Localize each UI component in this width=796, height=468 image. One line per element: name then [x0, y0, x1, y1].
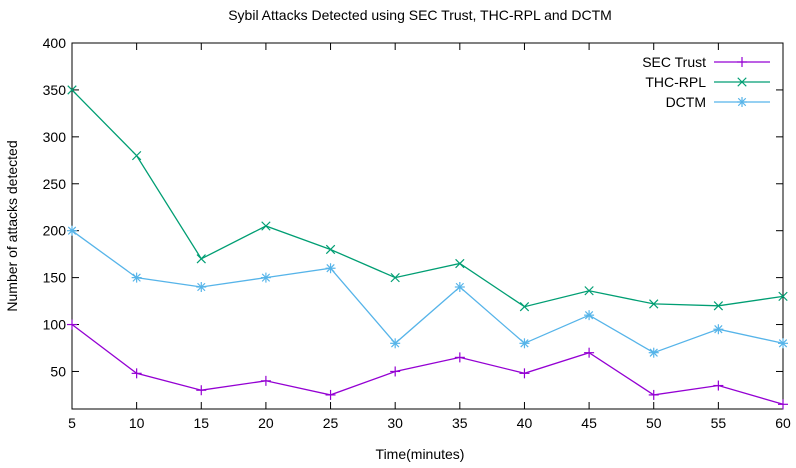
series-line — [71, 89, 784, 308]
data-point — [196, 254, 206, 264]
x-tick-label: 5 — [68, 415, 76, 431]
data-point — [584, 286, 594, 296]
data-point — [778, 338, 788, 349]
data-point — [649, 299, 659, 309]
x-tick-label: 10 — [129, 415, 145, 431]
y-tick-label: 400 — [43, 35, 67, 51]
data-point — [196, 282, 207, 292]
x-tick-label: 20 — [258, 415, 274, 431]
x-tick-label: 60 — [775, 415, 791, 431]
legend-entry: SEC Trust — [642, 54, 770, 70]
data-point — [325, 263, 336, 274]
data-point — [390, 272, 400, 283]
data-point — [390, 366, 401, 377]
legend-label: SEC Trust — [642, 54, 706, 70]
legend-label: DCTM — [666, 94, 706, 110]
data-point — [454, 352, 465, 363]
data-point — [67, 319, 77, 330]
data-point — [648, 389, 659, 400]
data-point — [325, 244, 336, 255]
x-tick-label: 35 — [452, 415, 468, 431]
data-point — [713, 301, 724, 311]
x-tick-label: 50 — [646, 415, 662, 431]
x-tick-label: 30 — [387, 415, 403, 431]
legend-label: THC-RPL — [645, 74, 706, 90]
data-point — [584, 310, 595, 321]
series-line — [71, 230, 784, 354]
series-dctm — [67, 225, 788, 358]
x-tick-label: 15 — [193, 415, 209, 431]
y-tick-label: 250 — [43, 176, 67, 192]
data-point — [131, 272, 142, 283]
data-point — [519, 338, 530, 349]
data-point — [454, 282, 465, 292]
data-point — [519, 302, 530, 312]
data-point — [131, 368, 142, 379]
y-axis-title: Number of attacks detected — [4, 140, 20, 311]
series-line — [71, 323, 784, 405]
y-tick-label: 200 — [43, 223, 67, 239]
data-point — [648, 347, 659, 358]
series-sec-trust — [67, 319, 788, 410]
x-tick-label: 45 — [581, 415, 597, 431]
x-tick-label: 40 — [517, 415, 533, 431]
data-point — [325, 389, 336, 400]
x-tick-label: 25 — [323, 415, 339, 431]
data-point — [713, 380, 724, 391]
data-point — [131, 150, 142, 161]
legend: SEC Trust THC-RPL DCTM — [642, 54, 770, 110]
y-tick-label: 100 — [43, 317, 67, 333]
data-point — [261, 221, 271, 231]
data-point — [778, 399, 788, 410]
x-axis-title: Time(minutes) — [376, 446, 465, 462]
data-point — [737, 57, 747, 67]
series-thc-rpl — [67, 85, 788, 312]
data-point — [584, 347, 595, 358]
y-tick-label: 50 — [50, 363, 66, 379]
data-point — [260, 375, 271, 386]
data-point — [196, 385, 207, 396]
series-layer — [67, 85, 788, 410]
data-point — [455, 258, 465, 269]
data-point — [737, 77, 747, 87]
data-point — [778, 291, 788, 302]
data-point — [67, 225, 77, 236]
legend-entry: THC-RPL — [645, 74, 770, 90]
axes: 5 10 15 20 25 30 35 40 45 50 55 60 50 100 150 200 250 300… — [43, 35, 791, 431]
data-point — [390, 338, 401, 349]
legend-entry: DCTM — [666, 94, 770, 110]
y-tick-label: 350 — [43, 82, 67, 98]
y-tick-label: 300 — [43, 129, 67, 145]
data-point — [260, 272, 271, 283]
data-point — [713, 324, 724, 335]
chart-title: Sybil Attacks Detected using SEC Trust, … — [228, 7, 612, 23]
x-tick-label: 55 — [711, 415, 727, 431]
data-point — [519, 368, 530, 379]
y-tick-label: 150 — [43, 270, 67, 286]
data-point — [737, 97, 747, 107]
data-point — [67, 85, 77, 95]
